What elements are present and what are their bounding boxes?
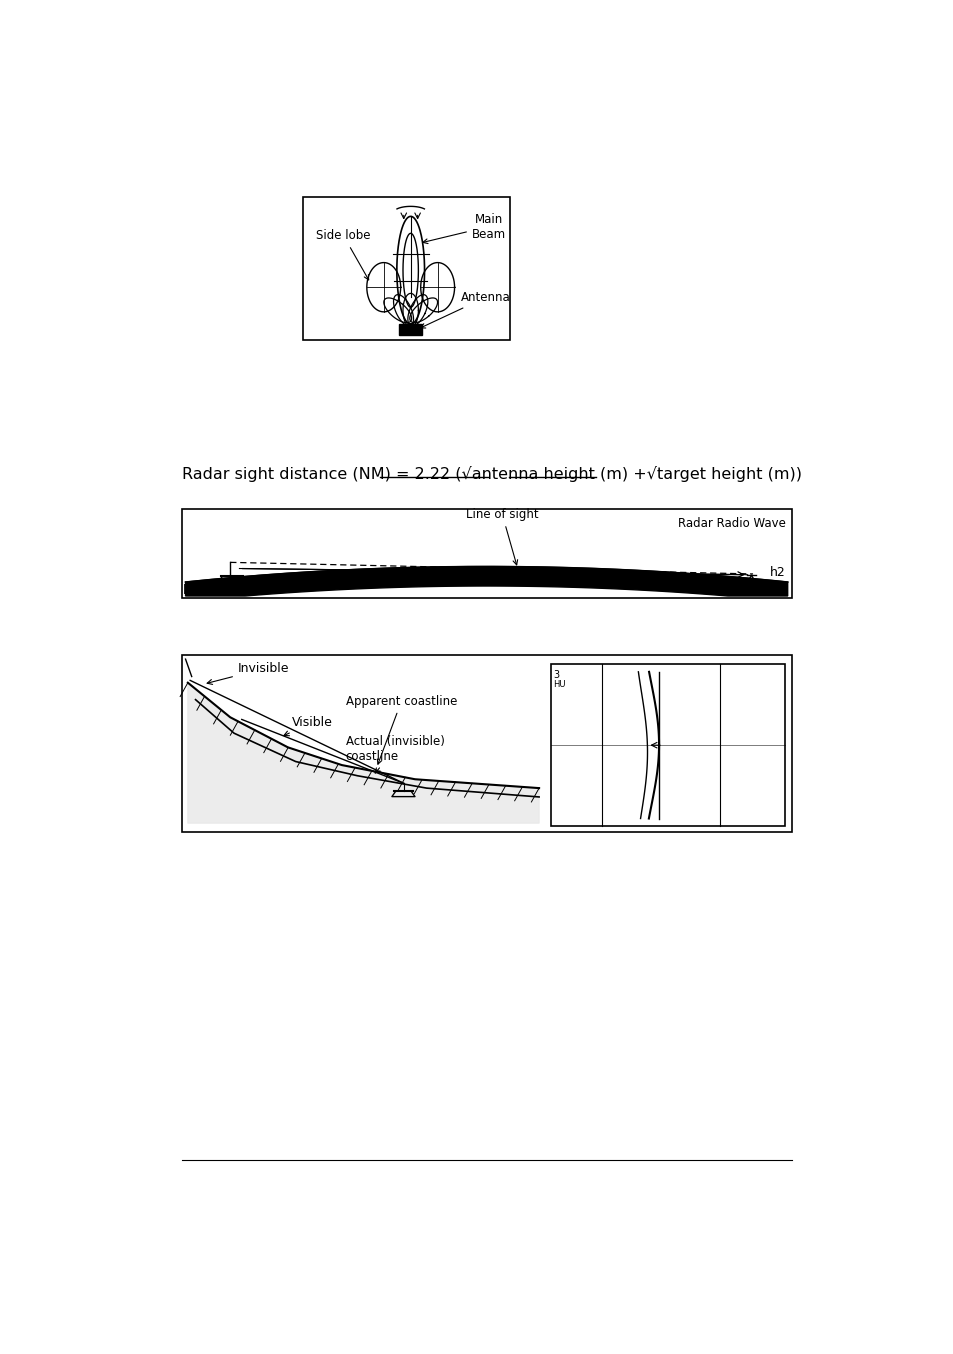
Text: Antenna: Antenna xyxy=(420,291,510,328)
Polygon shape xyxy=(185,566,787,596)
Text: Side lobe: Side lobe xyxy=(316,229,371,280)
Bar xyxy=(181,655,791,833)
Text: Line of sight: Line of sight xyxy=(466,508,538,565)
Bar xyxy=(550,663,784,826)
Bar xyxy=(398,324,422,334)
Text: Apparent coastline: Apparent coastline xyxy=(345,695,456,764)
Polygon shape xyxy=(188,682,538,823)
Text: Invisible: Invisible xyxy=(207,662,289,684)
Text: Radar Radio Wave: Radar Radio Wave xyxy=(677,517,784,529)
Text: HU: HU xyxy=(553,680,565,689)
Text: Main
Beam: Main Beam xyxy=(422,213,505,244)
Bar xyxy=(302,198,510,340)
Text: h2: h2 xyxy=(769,566,785,580)
Text: Radar sight distance (NM) = 2.22 (√antenna height (m) +√target height (m)): Radar sight distance (NM) = 2.22 (√anten… xyxy=(181,466,801,482)
Text: 3: 3 xyxy=(553,670,558,680)
Bar xyxy=(181,509,791,597)
Text: Visible: Visible xyxy=(284,716,333,735)
Text: Earth: Earth xyxy=(470,569,503,582)
Text: h1: h1 xyxy=(183,585,199,597)
Text: Actual (invisible)
coastline: Actual (invisible) coastline xyxy=(345,735,444,773)
